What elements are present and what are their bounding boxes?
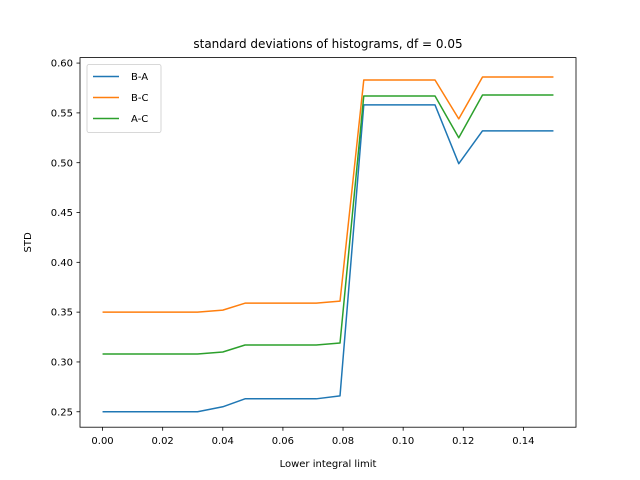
- y-tick-label: 0.55: [51, 108, 73, 119]
- x-tick-label: 0.04: [212, 436, 234, 447]
- x-tick-label: 0.14: [512, 436, 534, 447]
- y-tick-label: 0.60: [51, 59, 73, 70]
- legend-box: [86, 64, 162, 133]
- legend: B-A B-C A-C: [86, 64, 162, 133]
- plot-frame: [79, 57, 577, 428]
- chart-title: standard deviations of histograms, df = …: [193, 37, 462, 51]
- y-tick-label: 0.40: [51, 258, 73, 269]
- series-line-b-c: [102, 76, 554, 313]
- x-tick-label: 0.08: [332, 436, 354, 447]
- x-axis-ticks: 0.00 0.02 0.04 0.06 0.08 0.10 0.12 0.14: [91, 427, 535, 447]
- series-line-b-a: [102, 104, 554, 413]
- legend-label-b-c: B-C: [131, 93, 148, 104]
- x-tick-label: 0.00: [91, 436, 113, 447]
- series-line-a-c: [102, 94, 554, 355]
- x-tick-label: 0.10: [392, 436, 414, 447]
- legend-label-a-c: A-C: [131, 114, 148, 125]
- y-axis-ticks: 0.25 0.30 0.35 0.40 0.45 0.50 0.55 0.60: [51, 59, 80, 418]
- y-tick-label: 0.35: [51, 308, 73, 319]
- x-tick-label: 0.02: [152, 436, 174, 447]
- x-tick-label: 0.06: [272, 436, 294, 447]
- y-tick-label: 0.30: [51, 358, 73, 369]
- x-tick-label: 0.12: [452, 436, 474, 447]
- y-tick-label: 0.50: [51, 158, 73, 169]
- y-tick-label: 0.45: [51, 208, 73, 219]
- y-axis-label: STD: [23, 232, 34, 252]
- legend-label-b-a: B-A: [131, 72, 148, 83]
- y-tick-label: 0.25: [51, 407, 73, 418]
- series-layer: [102, 76, 554, 413]
- x-axis-label: Lower integral limit: [280, 459, 377, 470]
